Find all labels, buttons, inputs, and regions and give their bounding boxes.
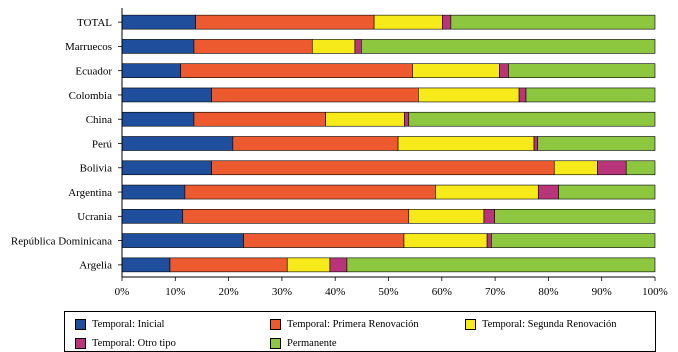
bar-segment — [121, 87, 212, 103]
bar-segment — [184, 184, 436, 200]
bar-segment — [508, 63, 656, 78]
category-label: Argelia — [79, 260, 112, 272]
tick-labels: 0% 10% 20% 30% 40% 50% 60% 70% 80% 90% 100% — [115, 286, 668, 298]
legend-label: Temporal: Primera Renovación — [287, 318, 419, 330]
legend-label: Permanente — [287, 337, 337, 349]
legend-item: Temporal: Primera Renovación — [270, 317, 419, 331]
bar-segment — [418, 87, 520, 103]
bar-segment — [442, 14, 452, 30]
bar-segment — [408, 111, 656, 127]
bar-segment — [558, 184, 656, 200]
x-tick-label: 50% — [378, 286, 398, 298]
x-tick-label: 40% — [325, 286, 345, 298]
legend-swatch-permanente — [270, 337, 281, 349]
bar-segment — [121, 14, 196, 30]
legend-swatch-primera-renovacion — [270, 318, 281, 330]
legend: Temporal: Inicial Temporal: Primera Reno… — [64, 311, 656, 352]
bar-segment — [450, 14, 656, 30]
legend-swatch-inicial — [75, 318, 86, 330]
bar-segment — [121, 257, 171, 273]
x-tick-label: 60% — [432, 286, 452, 298]
bar-segment — [169, 257, 288, 273]
bar-segment — [486, 233, 492, 248]
legend-swatch-segunda-renovacion — [465, 318, 476, 330]
category-label: China — [86, 114, 112, 126]
bar-segment — [408, 209, 485, 224]
bar-segment — [311, 39, 356, 54]
bar-segment — [121, 209, 184, 224]
bar-segment — [121, 160, 212, 176]
bar-segment — [537, 136, 656, 151]
bar-segment — [397, 136, 535, 151]
bar-segment — [404, 111, 410, 127]
bar-segment — [346, 257, 656, 273]
bar-segment — [533, 136, 539, 151]
bar-segment — [121, 39, 195, 54]
category-label: Ecuador — [75, 65, 112, 77]
bar-segment — [597, 160, 627, 176]
x-tick-label: 90% — [592, 286, 612, 298]
category-label: Bolivia — [80, 163, 113, 175]
category-label: Argentina — [68, 187, 112, 199]
bar-segment — [211, 87, 419, 103]
x-tick-label: 100% — [642, 286, 668, 298]
x-tick-label: 80% — [538, 286, 558, 298]
legend-item: Temporal: Otro tipo — [75, 336, 176, 350]
bar-segment — [180, 63, 413, 78]
bar-segment — [193, 111, 326, 127]
bar-segment — [193, 39, 313, 54]
bar-segment — [537, 184, 559, 200]
category-label: Perú — [92, 138, 113, 150]
bar-segment — [361, 39, 656, 54]
bar-segment — [121, 63, 181, 78]
bar-segment — [525, 87, 656, 103]
bar-segment — [403, 233, 488, 248]
bar-segment — [518, 87, 527, 103]
bar-segment — [243, 233, 405, 248]
bar-segment — [373, 14, 443, 30]
x-tick-label: 10% — [165, 286, 185, 298]
bar-segment — [625, 160, 656, 176]
x-tick-label: 30% — [272, 286, 292, 298]
bar-segment — [182, 209, 410, 224]
bar-segment — [232, 136, 399, 151]
bar-segment — [325, 111, 405, 127]
bar-segment — [121, 111, 195, 127]
bars-layer — [121, 14, 656, 273]
bar-segment — [354, 39, 362, 54]
axis-layer — [118, 8, 656, 281]
category-label: Ucrania — [77, 211, 112, 223]
legend-item: Temporal: Inicial — [75, 317, 164, 331]
legend-label: Temporal: Otro tipo — [92, 337, 176, 349]
category-label: República Dominicana — [11, 235, 112, 247]
chart-plot: TOTAL Marruecos Ecuador Colombia China Perú Bo… — [11, 8, 668, 298]
bar-segment — [195, 14, 375, 30]
bar-segment — [121, 184, 186, 200]
bar-segment — [121, 233, 244, 248]
bar-segment — [499, 63, 509, 78]
bar-segment — [483, 209, 495, 224]
legend-item: Permanente — [270, 336, 337, 350]
legend-swatch-otro-tipo — [75, 337, 86, 349]
bar-segment — [553, 160, 598, 176]
legend-label: Temporal: Inicial — [92, 318, 165, 330]
x-tick-label: 20% — [219, 286, 239, 298]
legend-label: Temporal: Segunda Renovación — [482, 318, 617, 330]
bar-segment — [329, 257, 348, 273]
bar-segment — [491, 233, 656, 248]
bar-segment — [211, 160, 555, 176]
category-label: Colombia — [69, 90, 113, 102]
bar-segment — [494, 209, 656, 224]
bar-segment — [121, 136, 234, 151]
category-labels: TOTAL Marruecos Ecuador Colombia China Perú Bo… — [11, 17, 113, 272]
bar-segment — [286, 257, 331, 273]
category-label: Marruecos — [65, 41, 112, 53]
legend-item: Temporal: Segunda Renovación — [465, 317, 617, 331]
bar-segment — [412, 63, 500, 78]
x-tick-label: 70% — [485, 286, 505, 298]
x-tick-label: 0% — [115, 286, 130, 298]
bar-segment — [435, 184, 539, 200]
category-label: TOTAL — [77, 17, 112, 29]
